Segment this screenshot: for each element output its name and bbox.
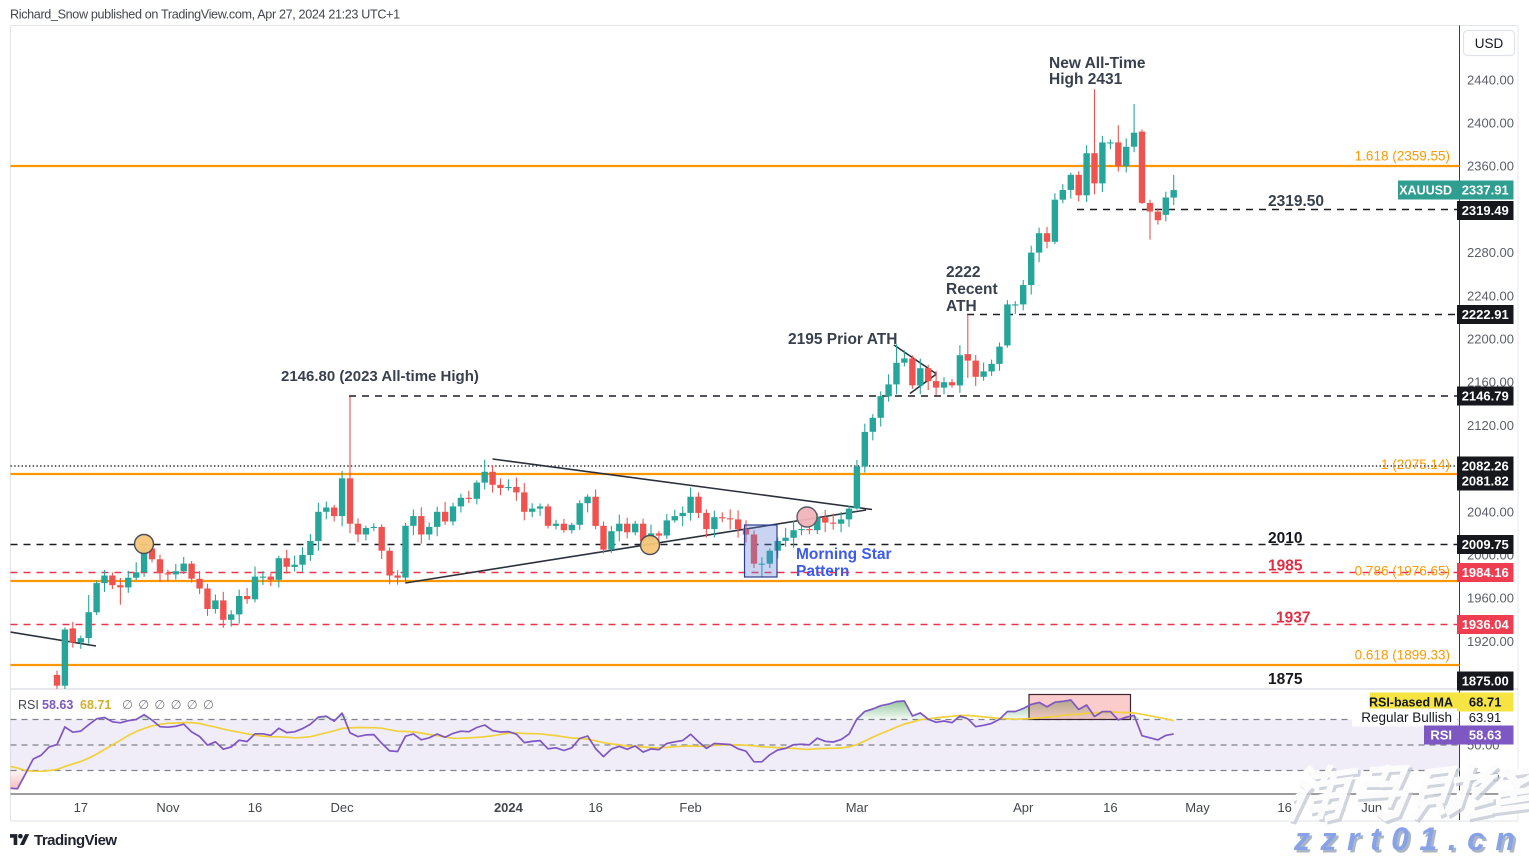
svg-text:May: May <box>1185 800 1210 815</box>
svg-text:58.63: 58.63 <box>1469 728 1502 743</box>
svg-text:2160.00: 2160.00 <box>1467 375 1514 390</box>
svg-text:Richard_Snow published on Trad: Richard_Snow published on TradingView.co… <box>10 8 400 22</box>
svg-text:ATH: ATH <box>946 298 977 315</box>
svg-text:2400.00: 2400.00 <box>1467 116 1514 131</box>
svg-text:Pattern: Pattern <box>796 563 849 580</box>
svg-text:2081.82: 2081.82 <box>1462 474 1509 489</box>
svg-text:2280.00: 2280.00 <box>1467 245 1514 260</box>
svg-text:63.91: 63.91 <box>1469 710 1502 725</box>
svg-text:1.618 (2359.55): 1.618 (2359.55) <box>1355 149 1450 164</box>
svg-text:Recent: Recent <box>946 281 998 298</box>
svg-text:1984.16: 1984.16 <box>1462 565 1509 580</box>
svg-text:1960.00: 1960.00 <box>1467 591 1514 606</box>
svg-text:2040.00: 2040.00 <box>1467 504 1514 519</box>
svg-text:0.618 (1899.33): 0.618 (1899.33) <box>1355 648 1450 663</box>
svg-text:58.63: 58.63 <box>42 698 73 712</box>
svg-text:Feb: Feb <box>679 800 701 815</box>
svg-text:2222: 2222 <box>946 264 980 281</box>
svg-text:Nov: Nov <box>156 800 180 815</box>
svg-text:RSI: RSI <box>18 698 39 712</box>
svg-text:1 (2075.14): 1 (2075.14) <box>1381 457 1450 472</box>
svg-text:1920.00: 1920.00 <box>1467 634 1514 649</box>
svg-text:68.71: 68.71 <box>1469 695 1502 710</box>
svg-text:Apr: Apr <box>1013 800 1034 815</box>
svg-text:2009.75: 2009.75 <box>1462 537 1509 552</box>
svg-text:17: 17 <box>74 800 88 815</box>
svg-text:16: 16 <box>588 800 602 815</box>
svg-text:Dec: Dec <box>331 800 355 815</box>
svg-text:1936.04: 1936.04 <box>1462 617 1510 632</box>
svg-text:1875: 1875 <box>1268 671 1303 688</box>
svg-text:2440.00: 2440.00 <box>1467 72 1514 87</box>
svg-text:∅: ∅ <box>122 698 133 712</box>
svg-text:Morning Star: Morning Star <box>796 546 892 563</box>
svg-text:16: 16 <box>1277 800 1291 815</box>
svg-text:2195 Prior ATH: 2195 Prior ATH <box>788 331 897 348</box>
svg-text:∅: ∅ <box>203 698 214 712</box>
svg-text:Mar: Mar <box>846 800 869 815</box>
svg-text:∅: ∅ <box>187 698 198 712</box>
svg-text:∅: ∅ <box>154 698 165 712</box>
svg-text:XAUUSD: XAUUSD <box>1399 184 1452 198</box>
svg-text:High 2431: High 2431 <box>1049 71 1123 88</box>
svg-text:∅: ∅ <box>171 698 182 712</box>
svg-text:1937: 1937 <box>1276 610 1310 627</box>
svg-text:2120.00: 2120.00 <box>1467 418 1514 433</box>
svg-text:∅: ∅ <box>138 698 149 712</box>
svg-text:2010: 2010 <box>1268 530 1302 547</box>
svg-text:RSI-based MA: RSI-based MA <box>1369 696 1453 710</box>
svg-text:16: 16 <box>1103 800 1117 815</box>
svg-text:2082.26: 2082.26 <box>1462 459 1509 474</box>
svg-text:RSI: RSI <box>1430 728 1452 743</box>
svg-text:2200.00: 2200.00 <box>1467 332 1514 347</box>
svg-text:2337.91: 2337.91 <box>1462 183 1509 198</box>
svg-text:zzrt01.cn: zzrt01.cn <box>1293 821 1525 857</box>
svg-text:0.786 (1976.65): 0.786 (1976.65) <box>1355 564 1450 579</box>
svg-text:2319.49: 2319.49 <box>1462 203 1509 218</box>
svg-text:2146.80 (2023 All-time High): 2146.80 (2023 All-time High) <box>281 368 479 385</box>
svg-text:1985: 1985 <box>1268 558 1303 575</box>
svg-text:zzrt01.cn: zzrt01.cn <box>1296 824 1528 857</box>
svg-text:16: 16 <box>248 800 262 815</box>
svg-text:2240.00: 2240.00 <box>1467 288 1514 303</box>
svg-text:2360.00: 2360.00 <box>1467 159 1514 174</box>
svg-text:2222.91: 2222.91 <box>1462 307 1509 322</box>
svg-text:1875.00: 1875.00 <box>1462 674 1509 689</box>
svg-text:Regular Bullish: Regular Bullish <box>1361 710 1452 725</box>
svg-text:68.71: 68.71 <box>80 698 111 712</box>
svg-text:TradingView: TradingView <box>34 832 117 849</box>
svg-text:2319.50: 2319.50 <box>1268 193 1324 210</box>
svg-text:New All-Time: New All-Time <box>1049 55 1146 72</box>
svg-text:2024: 2024 <box>494 800 524 815</box>
svg-text:USD: USD <box>1475 36 1504 51</box>
svg-text:2146.79: 2146.79 <box>1462 389 1509 404</box>
